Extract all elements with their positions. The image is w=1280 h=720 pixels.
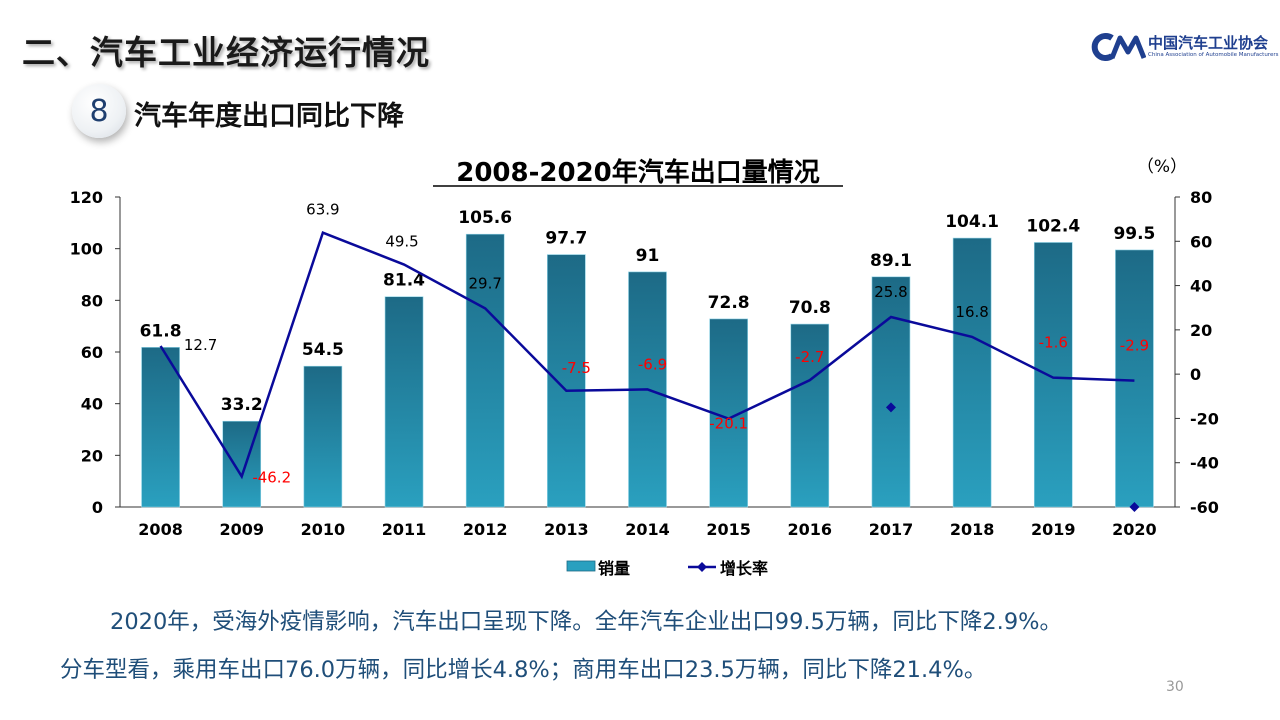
bar [547,254,586,508]
growth-rate-marker [885,402,896,413]
left-tick-label: 0 [92,498,103,517]
growth-rate-label: 25.8 [874,283,907,301]
right-tick-label: -20 [1190,409,1219,428]
bar-value-label: 104.1 [945,212,999,232]
summary-line-1: 2020年，受海外疫情影响，汽车出口呈现下降。全年汽车企业出口99.5万辆，同比… [110,609,1063,635]
growth-rate-label: -2.9 [1120,337,1149,355]
x-tick-label: 2008 [138,520,183,539]
growth-rate-label: -6.9 [638,355,667,373]
bar [303,365,343,508]
legend-bar-swatch [566,560,596,572]
growth-rate-label: -7.5 [562,359,591,377]
right-tick-label: 60 [1190,232,1212,251]
left-tick-label: 40 [81,395,103,414]
logo-name-cn: 中国汽车工业协会 [1148,34,1269,52]
topic-number-badge: 8 [72,84,126,138]
summary-line-2: 分车型看，乘用车出口76.0万辆，同比增长4.8%；商用车出口23.5万辆，同比… [60,657,987,683]
right-tick-label: 80 [1190,188,1212,207]
x-tick-label: 2012 [463,520,508,539]
x-tick-label: 2018 [950,520,995,539]
chart-title: 2008-2020年汽车出口量情况 [456,157,820,188]
bar-value-label: 70.8 [789,298,831,318]
right-axis-unit: （%） [1137,157,1187,177]
bar-value-label: 105.6 [458,208,512,228]
right-tick-label: -60 [1190,498,1219,517]
legend-label-sales: 销量 [598,559,630,578]
bar [141,347,180,508]
bar [1033,242,1073,508]
x-tick-label: 2015 [706,520,751,539]
right-tick-label: 0 [1190,365,1201,384]
bar [1115,249,1154,508]
growth-rate-label: 49.5 [385,233,418,251]
growth-rate-label: 12.7 [184,336,217,354]
growth-rate-label: -2.7 [795,348,824,366]
right-tick-label: 40 [1190,277,1212,296]
growth-rate-line [159,231,1135,480]
page-number: 30 [1166,679,1184,695]
bar [790,323,830,508]
x-tick-label: 2011 [382,520,427,539]
left-tick-label: 80 [81,291,103,310]
growth-rate-label: -20.1 [709,415,748,433]
bar-value-label: 89.1 [870,251,912,271]
x-tick-label: 2009 [219,520,264,539]
x-tick-label: 2013 [544,520,589,539]
bar-value-label: 33.2 [221,395,263,415]
right-tick-label: -40 [1190,454,1219,473]
right-tick-label: 20 [1190,321,1212,340]
bar-value-label: 81.4 [383,271,425,291]
x-tick-label: 2016 [788,520,833,539]
logo-name-en: China Association of Automobile Manufact… [1148,52,1279,58]
bar-value-label: 102.4 [1026,216,1080,236]
growth-rate-label: 16.8 [955,303,988,321]
x-tick-label: 2017 [869,520,914,539]
growth-rate-label: -46.2 [252,468,291,486]
bar [465,233,505,508]
left-tick-label: 20 [81,446,103,465]
x-tick-label: 2014 [625,520,670,539]
bar [384,296,424,508]
legend-line-marker [697,562,707,572]
bar-value-label: 91 [636,246,660,266]
bar-value-label: 54.5 [302,340,344,360]
bar-value-label: 99.5 [1113,224,1155,244]
bar-value-label: 72.8 [708,293,750,313]
x-tick-label: 2019 [1031,520,1076,539]
left-tick-label: 100 [70,240,103,259]
x-tick-label: 2020 [1112,520,1157,539]
bar-value-label: 97.7 [545,229,587,249]
growth-rate-label: 29.7 [468,274,501,292]
section-title: 二、汽车工业经济运行情况 [22,33,430,72]
legend-label-growth: 增长率 [720,559,768,578]
topic-title: 汽车年度出口同比下降 [134,101,404,132]
bar [952,237,992,508]
growth-rate-label: -1.6 [1039,334,1068,352]
bar-value-label: 61.8 [140,321,182,341]
caam-logo: 中国汽车工业协会 China Association of Automobile… [1090,30,1279,66]
growth-rate-label: 63.9 [306,201,339,219]
left-tick-label: 120 [70,188,103,207]
left-tick-label: 60 [81,343,103,362]
growth-rate-marker [1129,502,1140,512]
caam-logo-icon [1091,33,1146,61]
bar [871,276,911,508]
x-tick-label: 2010 [301,520,346,539]
